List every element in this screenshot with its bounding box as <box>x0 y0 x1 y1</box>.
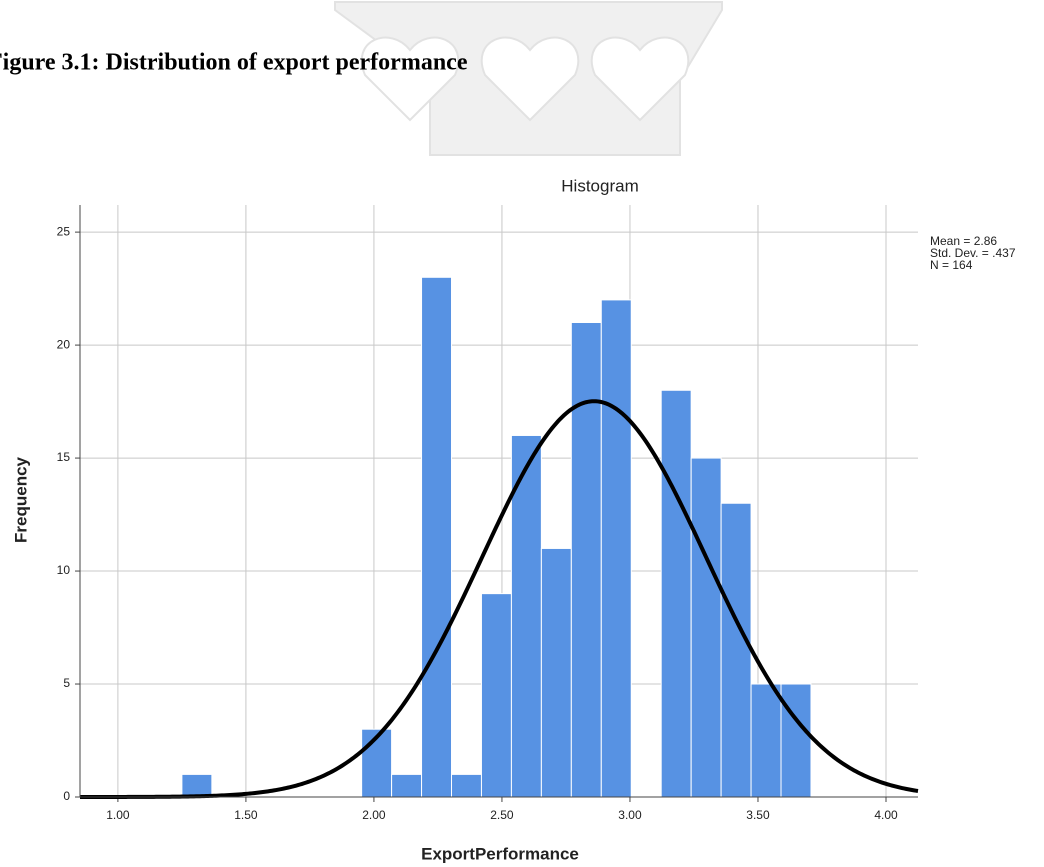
y-tick-label: 25 <box>57 224 71 238</box>
bar <box>422 277 452 797</box>
y-tick-label: 0 <box>63 789 70 803</box>
caption: Figure 3.1: Distribution of export perfo… <box>0 50 468 76</box>
bar <box>481 594 511 797</box>
x-tick-label: 3.00 <box>618 808 642 822</box>
y-tick-label: 10 <box>57 563 71 577</box>
stat-n: N = 164 <box>930 258 973 272</box>
x-tick-label: 2.00 <box>362 808 386 822</box>
bar <box>571 322 601 797</box>
x-tick-label: 1.00 <box>106 808 130 822</box>
bar <box>601 300 631 797</box>
bar <box>661 390 691 797</box>
x-axis-label: ExportPerformance <box>421 844 579 863</box>
bar <box>182 774 212 797</box>
bar <box>392 774 422 797</box>
x-tick-label: 3.50 <box>746 808 770 822</box>
bar <box>691 458 721 797</box>
page: Figure 3.1: Distribution of export perfo… <box>0 0 1044 867</box>
y-tick-label: 5 <box>63 676 70 690</box>
x-tick-label: 4.00 <box>874 808 898 822</box>
bar <box>721 503 751 797</box>
bar <box>751 684 781 797</box>
x-tick-label: 1.50 <box>234 808 258 822</box>
bar <box>541 548 571 797</box>
y-axis-label: Frequency <box>11 456 30 543</box>
bar <box>452 774 482 797</box>
chart-title: Histogram <box>561 176 638 195</box>
bar <box>781 684 811 797</box>
y-tick-label: 20 <box>57 337 71 351</box>
watermark <box>335 2 722 155</box>
x-tick-label: 2.50 <box>490 808 514 822</box>
y-tick-label: 15 <box>57 450 71 464</box>
